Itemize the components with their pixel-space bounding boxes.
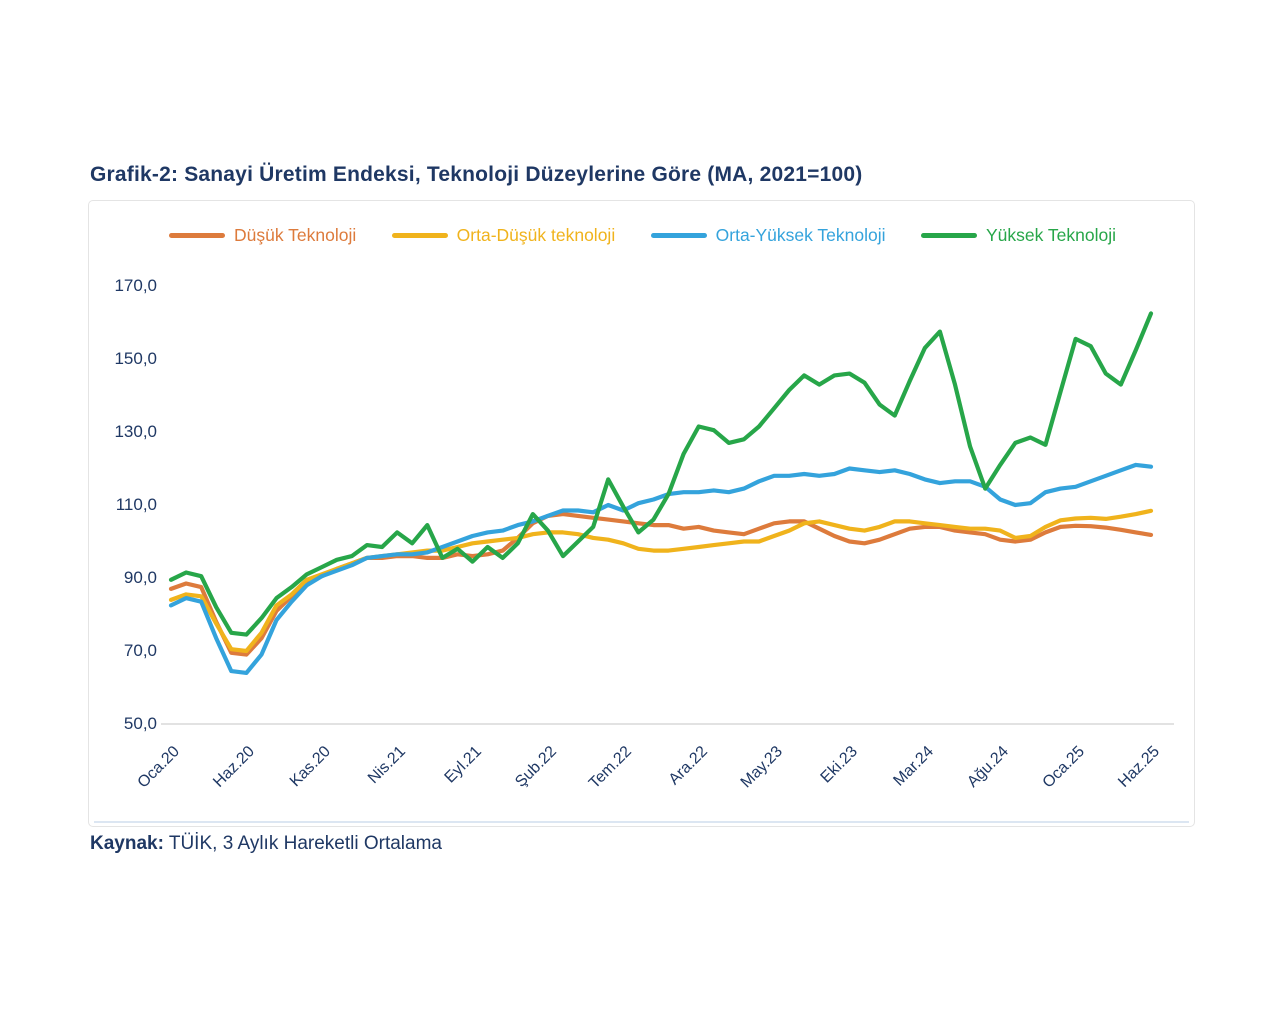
legend-item-orta-yuksek-teknoloji: Orta-Yüksek Teknoloji [650,225,886,246]
y-axis-tick-label: 170,0 [114,276,157,295]
legend-label: Düşük Teknoloji [234,225,357,245]
y-axis-tick-label: 50,0 [123,714,157,733]
y-axis-tick-label: 110,0 [115,495,157,514]
series-line-orta-yuksek-teknoloji [168,462,1154,675]
legend-label: Yüksek Teknoloji [985,225,1116,245]
series-line-dusuk-teknoloji [168,512,1154,657]
line-chart-svg [94,311,1189,823]
source-label: Kaynak: [90,833,164,854]
legend-label: Orta-Yüksek Teknoloji [715,225,886,245]
chart-legend: Düşük Teknoloji Orta-Düşük teknoloji Orta-… [89,225,1194,246]
chart-card: Düşük Teknoloji Orta-Düşük teknoloji Orta-… [88,200,1195,827]
y-axis-tick-label: 150,0 [114,349,157,368]
legend-swatch-icon [650,233,707,238]
source-note: Kaynak: TÜİK, 3 Aylık Hareketli Ortalama [90,833,442,855]
y-axis-tick-label: 70,0 [123,641,157,660]
series-line-yuksek-teknoloji [168,311,1154,637]
legend-item-orta-dusuk-teknoloji: Orta-Düşük teknoloji [391,225,616,246]
legend-swatch-icon [169,233,225,238]
legend-item-dusuk-teknoloji: Düşük Teknoloji [169,225,356,246]
y-axis-tick-label: 130,0 [114,422,157,441]
legend-swatch-icon [391,233,448,238]
source-text: TÜİK, 3 Aylık Hareketli Ortalama [163,833,442,854]
legend-item-yuksek-teknoloji: Yüksek Teknoloji [920,225,1116,246]
y-axis-tick-label: 90,0 [123,568,157,587]
chart-title: Grafik-2: Sanayi Üretim Endeksi, Teknolo… [90,163,863,186]
legend-label: Orta-Düşük teknoloji [456,225,616,245]
legend-swatch-icon [920,233,977,238]
